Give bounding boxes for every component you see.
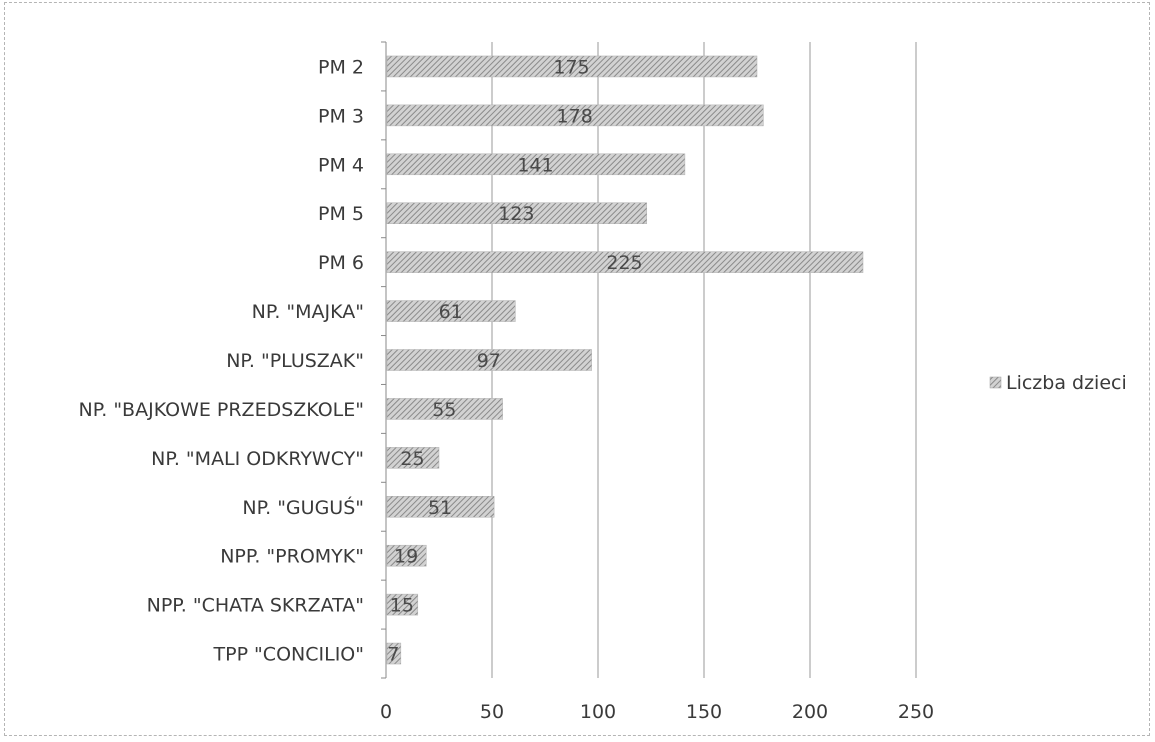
bar-3 [386, 202, 648, 224]
data-label-4: 225 [606, 252, 642, 274]
category-label-11: NPP. "CHATA SKRZATA" [147, 595, 364, 617]
x-tick-label-50: 50 [480, 701, 504, 723]
legend: Liczba dzieci [989, 372, 1127, 394]
data-label-11: 15 [390, 595, 414, 617]
legend-swatch [989, 376, 1002, 389]
category-label-12: TPP "CONCILIO" [213, 644, 365, 666]
category-label-3: PM 5 [318, 203, 364, 225]
x-tick-label-250: 250 [898, 701, 934, 723]
bar-5 [386, 300, 516, 322]
x-tick-label-200: 200 [792, 701, 828, 723]
data-label-12: 7 [387, 644, 399, 666]
bar-8 [386, 447, 440, 469]
category-label-0: PM 2 [318, 56, 364, 78]
bar-9 [386, 496, 495, 518]
category-label-5: NP. "MAJKA" [252, 301, 364, 323]
data-label-0: 175 [553, 56, 589, 78]
category-label-1: PM 3 [318, 105, 364, 127]
gridlines [491, 42, 917, 678]
data-label-9: 51 [428, 497, 452, 519]
bar-11 [386, 593, 419, 616]
category-label-4: PM 6 [318, 252, 364, 274]
bar-6 [386, 349, 592, 371]
bar-7 [386, 398, 503, 420]
bar-4 [386, 251, 864, 273]
axes [381, 41, 387, 679]
data-label-2: 141 [517, 154, 553, 176]
bar-10 [386, 544, 427, 567]
x-tick-label-150: 150 [686, 701, 722, 723]
data-label-7: 55 [432, 399, 456, 421]
category-label-8: NP. "MALI ODKRYWCY" [151, 448, 364, 470]
data-label-6: 97 [477, 350, 501, 372]
data-label-8: 25 [400, 448, 424, 470]
x-tick-label-100: 100 [580, 701, 616, 723]
bar-0 [386, 55, 758, 78]
data-label-5: 61 [439, 301, 463, 323]
bar-12 [386, 642, 402, 665]
legend-label: Liczba dzieci [1006, 372, 1127, 394]
category-label-7: NP. "BAJKOWE PRZEDSZKOLE" [79, 399, 364, 421]
chart-frame [4, 2, 1150, 736]
bar-1 [386, 104, 764, 127]
category-label-10: NPP. "PROMYK" [220, 546, 364, 568]
x-tick-label-0: 0 [380, 701, 392, 723]
data-label-1: 178 [557, 105, 593, 127]
category-label-9: NP. "GUGUŚ" [242, 495, 364, 519]
bars [386, 55, 864, 665]
category-label-2: PM 4 [318, 154, 364, 176]
category-label-6: NP. "PLUSZAK" [226, 350, 364, 372]
labels: 0 50 100 150 200 250 PM 2 175 PM 3 178 PM 4 141 PM 5… [79, 56, 935, 723]
data-label-10: 19 [394, 546, 418, 568]
bar-2 [386, 153, 686, 176]
data-label-3: 123 [498, 203, 534, 225]
